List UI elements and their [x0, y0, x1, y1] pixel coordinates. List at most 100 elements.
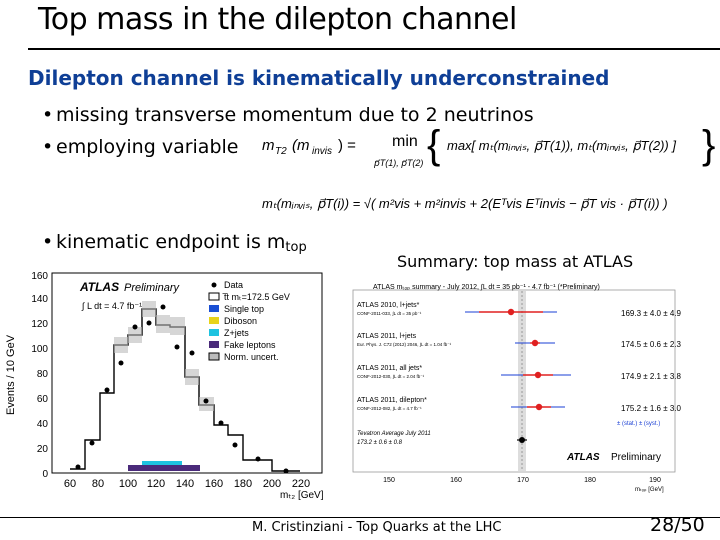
legend-data: Data	[224, 280, 243, 290]
tevatron-point	[519, 437, 525, 443]
bullet-1: • missing transverse momentum due to 2 ne…	[42, 104, 534, 126]
stat-syst-note: ± (stat.) ± (syst.)	[617, 421, 660, 427]
y-tick: 20	[37, 444, 49, 455]
uncert-band	[156, 315, 170, 333]
bullet-3-text: kinematic endpoint is m	[56, 231, 286, 253]
meas-3-value: 174.9 ± 2.1 ± 3.8	[621, 372, 681, 381]
bullet-dot: •	[42, 136, 54, 158]
y-axis-label: Events / 10 GeV	[5, 334, 17, 415]
bullet-dot: •	[42, 231, 54, 253]
f1-arg-sub: invis	[312, 146, 332, 157]
x-axis-label: mₜ₂ [GeV]	[280, 490, 324, 500]
x-tick: 120	[147, 478, 165, 490]
uncert-band	[170, 317, 185, 335]
y-tick: 0	[42, 469, 48, 480]
legend-zjets: Z+jets	[224, 328, 249, 338]
meas-1-value: 169.3 ± 4.0 ± 4.9	[621, 309, 681, 318]
f1-brace-close: }	[702, 123, 715, 167]
meas-2-label: ATLAS 2011, l+jets	[357, 333, 417, 340]
legend-single-top: Single top	[224, 304, 264, 314]
summary-header: ATLAS mₜₒₚ summary - July 2012, ∫L dt = …	[373, 284, 600, 291]
x-tick: 140	[176, 478, 194, 490]
fake-lepton-band	[128, 465, 200, 471]
summary-frame	[352, 289, 676, 473]
x-tick: 80	[92, 478, 104, 490]
meas-3-point	[534, 371, 542, 379]
meas-3-ref: CONF-2012-030, ∫L dt = 2.04 fb⁻¹	[357, 374, 425, 379]
bullet-3: • kinematic endpoint is mtop	[42, 231, 307, 255]
x-tick: 180	[234, 478, 252, 490]
f2-text: mₜ(mᵢₙᵥᵢₛ, p⃗T(i)) = √( m²vis + m²invis …	[262, 196, 668, 211]
summary-x-label: mₜₒₚ [GeV]	[635, 487, 664, 493]
top-mass-summary-plot: ATLAS mₜₒₚ summary - July 2012, ∫L dt = …	[345, 275, 685, 495]
summary-preliminary: Preliminary	[611, 452, 661, 463]
meas-4-value: 175.2 ± 1.6 ± 3.0	[621, 404, 681, 413]
meas-4-point	[535, 403, 543, 411]
summary-atlas: ATLAS	[566, 452, 600, 463]
meas-2-point	[531, 339, 539, 347]
legend-norm-uncert: Norm. uncert.	[224, 352, 279, 362]
data-points	[75, 304, 289, 474]
preliminary-label: Preliminary	[124, 282, 181, 294]
y-tick: 80	[37, 369, 49, 380]
tevatron-label: Tevatron Average July 2011	[357, 431, 431, 437]
title-divider	[28, 48, 720, 50]
y-tick: 60	[37, 394, 49, 405]
f1-brace-open: {	[427, 123, 440, 167]
summary-x-tick: 150	[383, 477, 395, 484]
f1-arg: (m	[292, 137, 310, 154]
y-tick: 140	[31, 294, 48, 305]
y-tick: 120	[31, 319, 48, 330]
footer-divider	[0, 517, 720, 518]
atlas-label: ATLAS	[79, 280, 119, 294]
y-tick: 100	[31, 344, 48, 355]
meas-4-ref: CONF-2012-082, ∫L dt = 4.7 fb⁻¹	[357, 406, 422, 411]
x-tick: 100	[119, 478, 137, 490]
meas-1-point	[507, 308, 515, 316]
meas-2-ref: Eur. Phys. J. C72 (2012) 2046, ∫L dt = 1…	[357, 342, 452, 347]
bullet-2-text: employing variable	[56, 136, 239, 158]
f1-min-sub: p⃗T(1), p⃗T(2)	[373, 158, 423, 168]
meas-1-ref: CONF-2011-033, ∫L dt = 35 pb⁻¹	[357, 311, 422, 316]
uncert-band	[114, 337, 128, 353]
bullet-1-text: missing transverse momentum due to 2 neu…	[56, 104, 534, 126]
uncert-band	[199, 397, 214, 411]
legend-diboson: Diboson	[224, 316, 257, 326]
x-tick: 200	[263, 478, 281, 490]
legend-fake-leptons: Fake leptons	[224, 340, 276, 350]
formula-mt2: m T2 (m invis ) = min p⃗T(1), p⃗T(2) { m…	[262, 123, 715, 168]
zjets-band	[142, 461, 182, 465]
summary-x-tick: 190	[649, 477, 661, 484]
lumi-label: ∫ L dt = 4.7 fb⁻¹	[81, 301, 142, 311]
y-tick: 40	[37, 419, 49, 430]
meas-3-label: ATLAS 2011, all jets*	[357, 365, 422, 372]
bullet-dot: •	[42, 104, 54, 126]
slide-subtitle: Dilepton channel is kinematically underc…	[28, 66, 610, 90]
summary-label: Summary: top mass at ATLAS	[397, 252, 634, 271]
footer-text: M. Cristinziani - Top Quarks at the LHC	[252, 520, 502, 535]
f1-close: ) =	[338, 137, 356, 154]
x-tick: 60	[64, 478, 76, 490]
bullet-2: • employing variable	[42, 136, 238, 158]
f1-body: max[ mₜ(mᵢₙᵥᵢₛ, p⃗T(1)), mₜ(mᵢₙᵥᵢₛ, p⃗T(…	[447, 138, 676, 153]
meas-2-value: 174.5 ± 0.6 ± 2.3	[621, 340, 681, 349]
f1-lhs-sub: T2	[275, 146, 287, 157]
tevatron-value: 173.2 ± 0.6 ± 0.8	[357, 440, 403, 446]
uncert-band	[185, 369, 199, 385]
slide-title: Top mass in the dilepton channel	[38, 2, 517, 37]
uncert-band	[128, 327, 142, 343]
summary-x-tick: 170	[517, 477, 529, 484]
legend-ttbar: t̅t mₜ=172.5 GeV	[222, 292, 290, 302]
formula-mt: mₜ(mᵢₙᵥᵢₛ, p⃗T(i)) = √( m²vis + m²invis …	[262, 196, 668, 211]
bullet-3-sub: top	[285, 240, 307, 255]
summary-x-tick: 160	[450, 477, 462, 484]
x-tick: 160	[205, 478, 223, 490]
summary-x-tick: 180	[584, 477, 596, 484]
y-tick: 160	[31, 271, 48, 282]
f1-min: min	[392, 133, 418, 150]
uncert-band	[142, 301, 156, 317]
meas-4-label: ATLAS 2011, dilepton*	[357, 397, 427, 404]
mt2-histogram: Events / 10 GeV 0 20 40 60 80 100 120 14…	[0, 265, 330, 500]
meas-1-label: ATLAS 2010, l+jets*	[357, 302, 420, 309]
plot-frame	[51, 272, 323, 474]
